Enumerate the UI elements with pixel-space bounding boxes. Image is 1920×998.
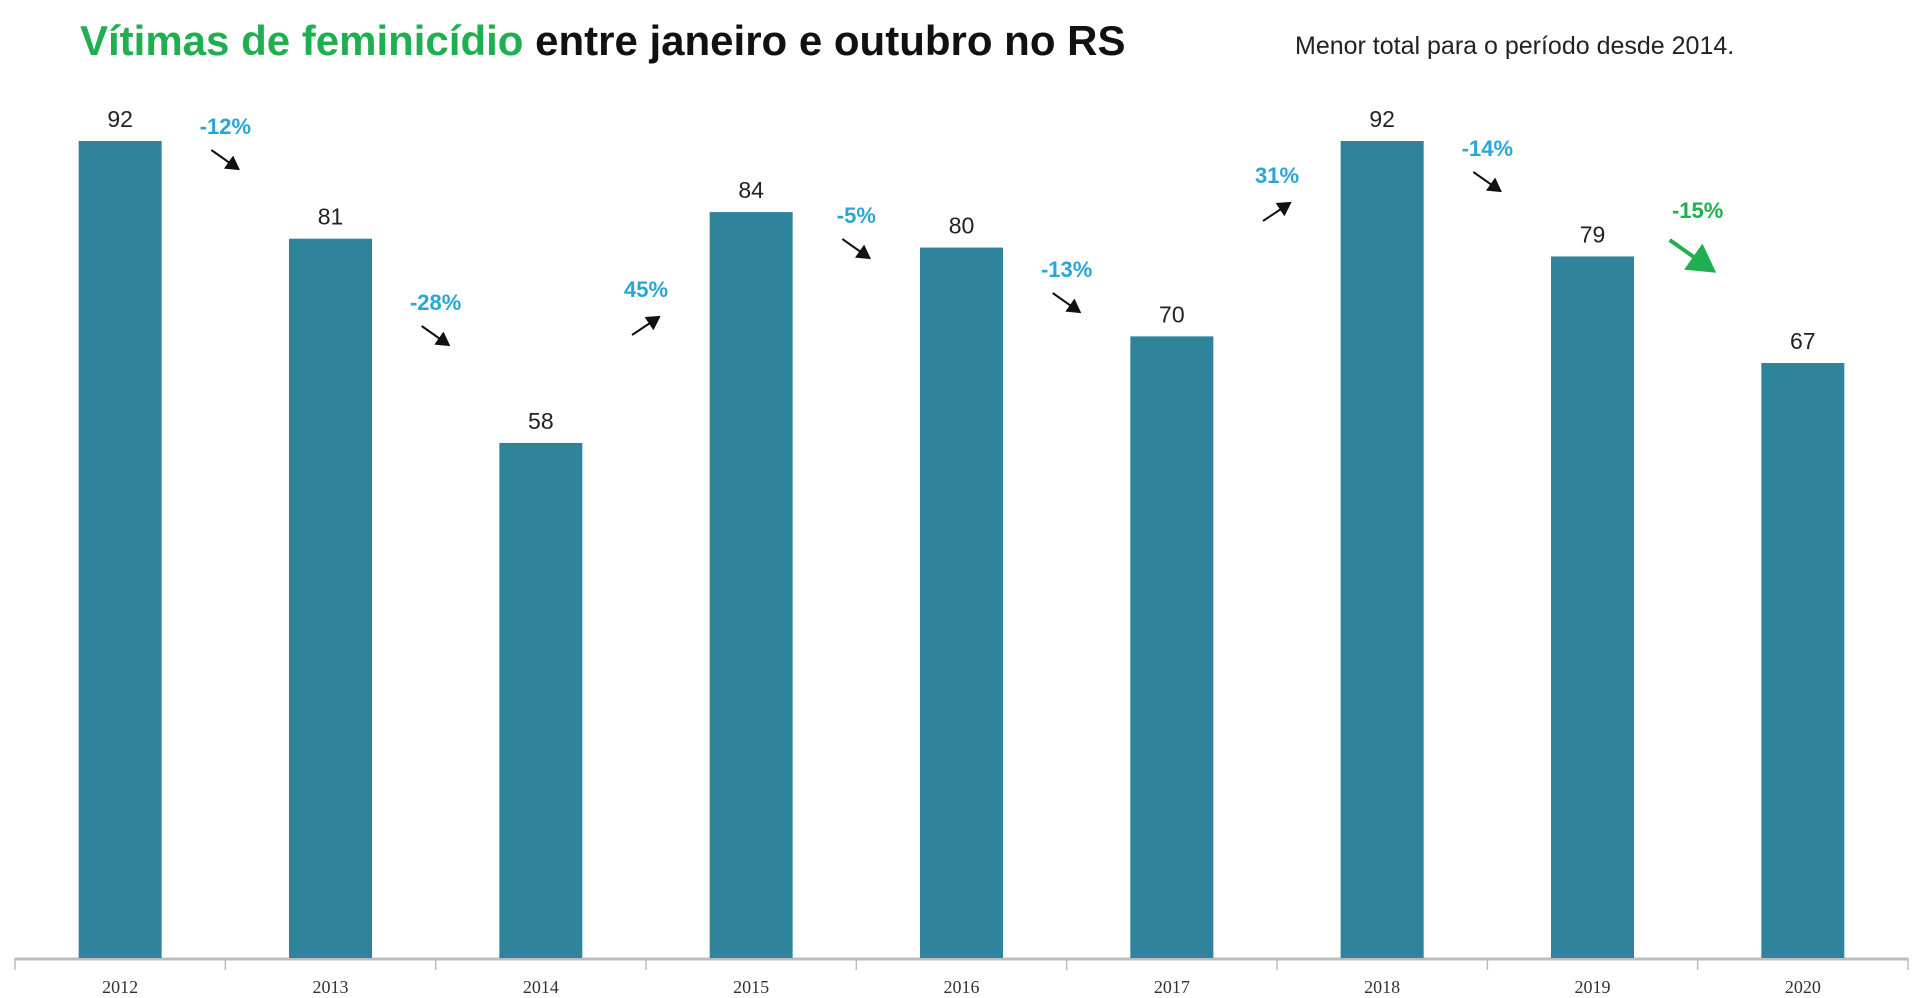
change-annotation-7: -14% <box>1462 136 1513 193</box>
arrow-up-icon <box>631 315 661 336</box>
bar-2018 <box>1340 141 1424 958</box>
arrow-down-icon <box>421 325 451 347</box>
x-tick-label-2015: 2015 <box>733 977 769 997</box>
change-annotation-4: -5% <box>837 203 876 260</box>
bar-2017 <box>1130 336 1214 958</box>
arrow-down-icon <box>1052 292 1082 314</box>
bar-2012 <box>78 141 162 958</box>
x-tick-label-2012: 2012 <box>102 977 138 997</box>
data-label-2014: 58 <box>528 408 554 434</box>
arrow-down-icon <box>1472 171 1502 193</box>
change-annotation-2: -28% <box>410 290 461 347</box>
bar-2014 <box>499 442 583 958</box>
data-label-2012: 92 <box>107 106 133 132</box>
bar-2015 <box>709 212 793 959</box>
x-tick-label-2019: 2019 <box>1575 977 1611 997</box>
bar-2013 <box>289 238 372 958</box>
bar-2016 <box>920 247 1003 959</box>
title-highlight: Vítimas de feminicídio <box>80 17 523 64</box>
change-annotation-3: 45% <box>624 277 668 336</box>
title-rest: entre janeiro e outubro no RS <box>523 17 1125 64</box>
change-label: -12% <box>200 114 251 139</box>
change-label: -5% <box>837 203 876 228</box>
x-tick-label-2020: 2020 <box>1785 977 1821 997</box>
x-tick-label-2014: 2014 <box>523 977 559 997</box>
change-label: 31% <box>1255 163 1299 188</box>
bars: 92 81 58 84 80 70 92 79 67 <box>78 106 1845 959</box>
change-annotations: -12% -28% 45% -5% -13% 31% -14% -15% <box>200 114 1723 347</box>
change-annotation-6: 31% <box>1255 163 1299 222</box>
chart-title: Vítimas de feminicídio entre janeiro e o… <box>80 17 1126 64</box>
change-annotation-5: -13% <box>1041 257 1092 314</box>
data-label-2017: 70 <box>1159 301 1185 327</box>
data-label-2015: 84 <box>738 177 764 203</box>
data-label-2018: 92 <box>1369 106 1395 132</box>
change-label: -14% <box>1462 136 1513 161</box>
data-label-2019: 79 <box>1580 221 1606 247</box>
arrow-down-icon <box>1668 238 1717 273</box>
x-tick-label-2018: 2018 <box>1364 977 1400 997</box>
x-tick-label-2013: 2013 <box>313 977 349 997</box>
change-label: 45% <box>624 277 668 302</box>
x-axis: 2012 2013 2014 2015 2016 2017 2018 2019 2020 <box>14 957 1909 997</box>
data-label-2016: 80 <box>949 213 975 239</box>
data-label-2020: 67 <box>1790 328 1816 354</box>
arrow-up-icon <box>1262 201 1292 222</box>
data-label-2013: 81 <box>318 204 344 230</box>
change-label: -13% <box>1041 257 1092 282</box>
change-annotation-8: -15% <box>1668 198 1723 273</box>
x-tick-label-2017: 2017 <box>1154 977 1190 997</box>
bar-2020 <box>1761 363 1845 958</box>
change-label: -15% <box>1672 198 1723 223</box>
change-label: -28% <box>410 290 461 315</box>
arrow-down-icon <box>210 149 240 171</box>
x-tick-label-2016: 2016 <box>944 977 980 997</box>
bar-2019 <box>1551 256 1634 958</box>
arrow-down-icon <box>841 238 871 260</box>
change-annotation-1: -12% <box>200 114 251 171</box>
chart-subtitle: Menor total para o período desde 2014. <box>1295 32 1734 60</box>
